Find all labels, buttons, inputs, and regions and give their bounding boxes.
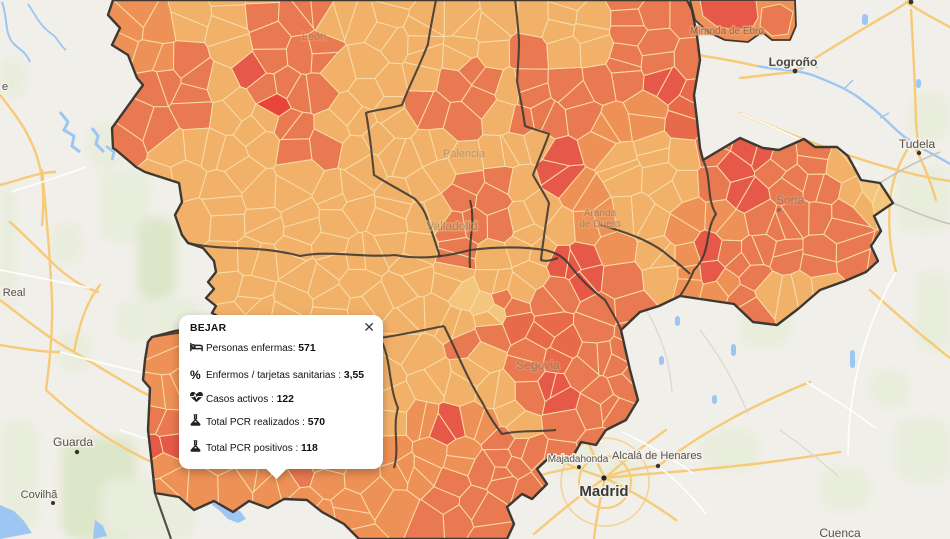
svg-text:Valladolid: Valladolid: [426, 219, 477, 233]
svg-text:Segovia: Segovia: [516, 358, 560, 372]
svg-text:Miranda de Ebro: Miranda de Ebro: [690, 26, 764, 37]
svg-text:Covilhã: Covilhã: [21, 489, 59, 501]
svg-text:León: León: [302, 31, 326, 43]
svg-text:Tudela: Tudela: [899, 137, 936, 151]
svg-text:Guarda: Guarda: [53, 435, 93, 449]
svg-text:Madrid: Madrid: [579, 483, 628, 500]
svg-text:Alcalá de Henares: Alcalá de Henares: [612, 450, 702, 462]
svg-text:Logroño: Logroño: [769, 55, 818, 69]
svg-text:Majadahonda: Majadahonda: [548, 454, 609, 465]
svg-text:Soria: Soria: [776, 193, 804, 207]
svg-text:e: e: [2, 81, 8, 93]
svg-text:Palencia: Palencia: [443, 148, 486, 160]
svg-text:Aranda: Aranda: [584, 208, 617, 219]
svg-text:Cuenca: Cuenca: [819, 526, 861, 539]
svg-text:Real: Real: [3, 287, 26, 299]
svg-text:de Duero: de Duero: [579, 219, 621, 230]
